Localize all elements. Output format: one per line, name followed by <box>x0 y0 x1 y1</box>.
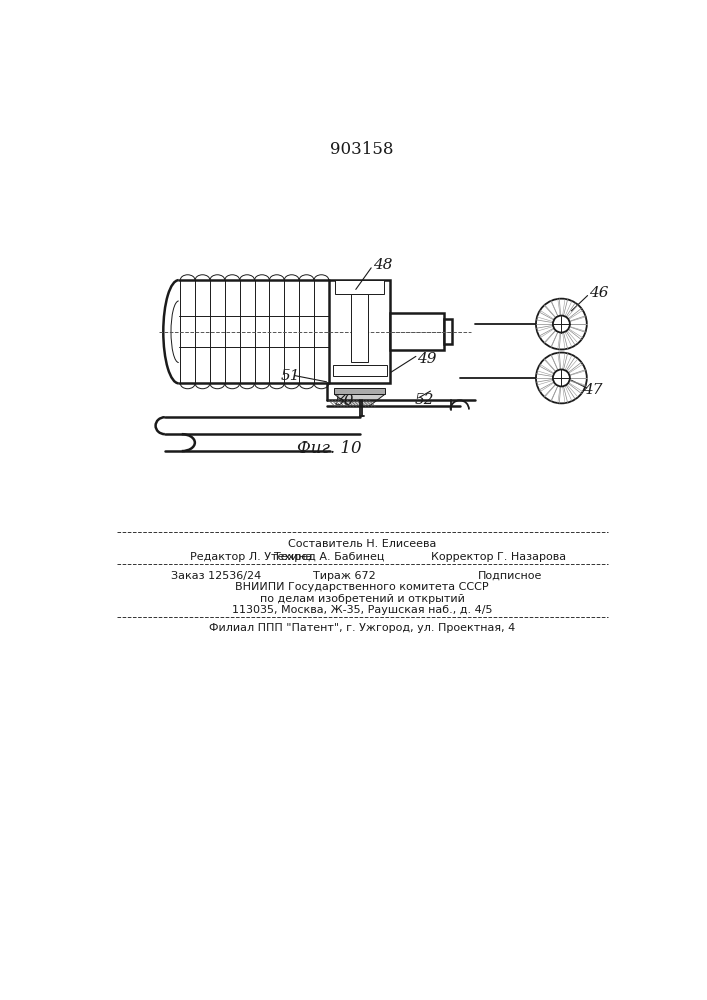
Text: 51: 51 <box>281 369 300 383</box>
Polygon shape <box>334 394 385 406</box>
Circle shape <box>553 369 570 386</box>
Text: 903158: 903158 <box>330 141 394 158</box>
Bar <box>335 280 385 294</box>
Text: 50: 50 <box>335 394 354 408</box>
Bar <box>329 280 390 383</box>
Text: Составитель Н. Елисеева: Составитель Н. Елисеева <box>288 539 436 549</box>
Text: Корректор Г. Назарова: Корректор Г. Назарова <box>431 552 566 562</box>
Bar <box>334 388 385 394</box>
Text: Техред А. Бабинец: Техред А. Бабинец <box>274 552 384 562</box>
Bar <box>351 294 368 362</box>
Text: Редактор Л. Утехина: Редактор Л. Утехина <box>190 552 312 562</box>
Text: Подписное: Подписное <box>478 571 542 581</box>
Bar <box>444 319 452 344</box>
Bar <box>333 365 387 376</box>
Text: 52: 52 <box>415 393 435 407</box>
Text: 49: 49 <box>417 352 437 366</box>
Text: 47: 47 <box>583 382 602 396</box>
Text: Тираж 672: Тираж 672 <box>313 571 375 581</box>
Circle shape <box>553 316 570 333</box>
Text: Филиал ППП "Патент", г. Ужгород, ул. Проектная, 4: Филиал ППП "Патент", г. Ужгород, ул. Про… <box>209 623 515 633</box>
Bar <box>390 313 444 350</box>
Circle shape <box>536 353 587 403</box>
Text: Фиг. 10: Фиг. 10 <box>296 440 361 457</box>
Text: 48: 48 <box>373 258 393 272</box>
Circle shape <box>536 299 587 349</box>
Text: ВНИИПИ Государственного комитета СССР: ВНИИПИ Государственного комитета СССР <box>235 582 489 592</box>
Text: 46: 46 <box>589 286 609 300</box>
Text: Заказ 12536/24: Заказ 12536/24 <box>171 571 262 581</box>
Text: 113035, Москва, Ж-35, Раушская наб., д. 4/5: 113035, Москва, Ж-35, Раушская наб., д. … <box>232 605 492 615</box>
Text: по делам изобретений и открытий: по делам изобретений и открытий <box>259 594 464 604</box>
